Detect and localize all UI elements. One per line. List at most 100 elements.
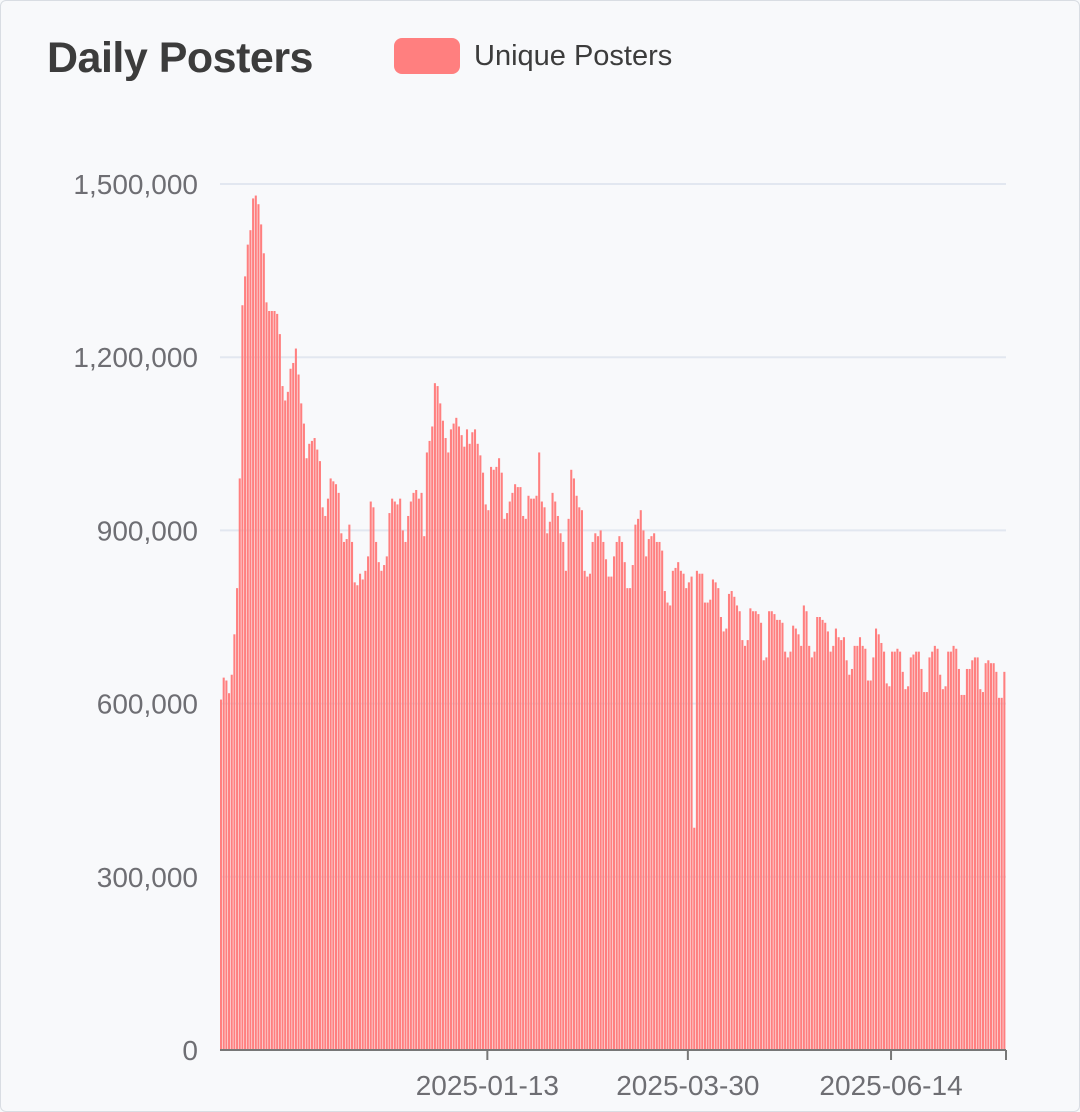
bar[interactable] bbox=[800, 645, 803, 1050]
bar[interactable] bbox=[417, 498, 420, 1050]
bar[interactable] bbox=[591, 541, 594, 1050]
bar[interactable] bbox=[1000, 697, 1003, 1050]
bar[interactable] bbox=[928, 657, 931, 1050]
bar[interactable] bbox=[385, 556, 388, 1050]
bar[interactable] bbox=[848, 674, 851, 1050]
bar[interactable] bbox=[663, 591, 666, 1050]
bar[interactable] bbox=[220, 699, 223, 1050]
bar[interactable] bbox=[388, 513, 391, 1050]
bar[interactable] bbox=[540, 501, 543, 1050]
bar[interactable] bbox=[599, 530, 602, 1050]
bar[interactable] bbox=[252, 198, 255, 1050]
bar[interactable] bbox=[393, 501, 396, 1050]
bar[interactable] bbox=[300, 403, 303, 1050]
bar[interactable] bbox=[784, 651, 787, 1050]
bar[interactable] bbox=[399, 498, 402, 1050]
bar[interactable] bbox=[532, 498, 535, 1050]
bar[interactable] bbox=[773, 614, 776, 1050]
bar[interactable] bbox=[367, 556, 370, 1050]
bar[interactable] bbox=[602, 541, 605, 1050]
bar[interactable] bbox=[564, 570, 567, 1050]
bar[interactable] bbox=[695, 570, 698, 1050]
bar[interactable] bbox=[645, 556, 648, 1050]
bar[interactable] bbox=[596, 536, 600, 1050]
bar[interactable] bbox=[254, 195, 257, 1051]
bar[interactable] bbox=[519, 487, 522, 1051]
bar[interactable] bbox=[444, 438, 447, 1050]
bar[interactable] bbox=[639, 510, 642, 1050]
bar[interactable] bbox=[818, 617, 821, 1050]
bar[interactable] bbox=[733, 596, 736, 1050]
bar[interactable] bbox=[559, 533, 562, 1050]
bar[interactable] bbox=[222, 677, 225, 1050]
bar[interactable] bbox=[752, 611, 755, 1050]
bar[interactable] bbox=[495, 466, 498, 1050]
bar[interactable] bbox=[658, 541, 661, 1050]
bar[interactable] bbox=[246, 244, 249, 1050]
bar[interactable] bbox=[642, 530, 645, 1050]
bar[interactable] bbox=[329, 478, 332, 1050]
bar[interactable] bbox=[377, 562, 380, 1050]
bar[interactable] bbox=[912, 654, 915, 1050]
bar[interactable] bbox=[834, 628, 837, 1050]
bar[interactable] bbox=[893, 651, 896, 1050]
bar[interactable] bbox=[401, 530, 404, 1050]
bar[interactable] bbox=[765, 657, 768, 1050]
bar[interactable] bbox=[473, 429, 477, 1050]
bar[interactable] bbox=[931, 651, 934, 1050]
bar[interactable] bbox=[535, 495, 538, 1050]
bar[interactable] bbox=[570, 469, 573, 1050]
bar[interactable] bbox=[506, 513, 509, 1050]
bar[interactable] bbox=[845, 660, 848, 1050]
bar[interactable] bbox=[522, 515, 525, 1050]
bar[interactable] bbox=[369, 501, 372, 1050]
bar[interactable] bbox=[738, 611, 741, 1050]
bar[interactable] bbox=[436, 386, 439, 1050]
bar[interactable] bbox=[321, 507, 324, 1050]
bar[interactable] bbox=[939, 674, 942, 1050]
bar[interactable] bbox=[957, 668, 960, 1050]
bar[interactable] bbox=[578, 507, 581, 1050]
bar[interactable] bbox=[364, 570, 367, 1050]
bar[interactable] bbox=[735, 605, 739, 1050]
bar[interactable] bbox=[260, 224, 263, 1050]
bar[interactable] bbox=[297, 374, 300, 1050]
bar[interactable] bbox=[883, 651, 886, 1050]
bar[interactable] bbox=[487, 510, 490, 1050]
bar[interactable] bbox=[722, 631, 725, 1050]
bar[interactable] bbox=[514, 484, 517, 1051]
bar[interactable] bbox=[949, 651, 952, 1050]
bar[interactable] bbox=[997, 697, 1001, 1050]
bar[interactable] bbox=[629, 588, 632, 1050]
bar[interactable] bbox=[433, 383, 436, 1050]
bar[interactable] bbox=[583, 570, 586, 1050]
bar[interactable] bbox=[995, 671, 998, 1050]
bar[interactable] bbox=[270, 311, 273, 1050]
bar[interactable] bbox=[634, 524, 637, 1050]
bar[interactable] bbox=[551, 492, 554, 1050]
bar[interactable] bbox=[572, 478, 575, 1050]
bar[interactable] bbox=[463, 446, 466, 1050]
bar[interactable] bbox=[241, 305, 244, 1050]
bar[interactable] bbox=[880, 642, 883, 1050]
bar[interactable] bbox=[682, 573, 685, 1050]
bar[interactable] bbox=[345, 539, 348, 1050]
bar[interactable] bbox=[607, 576, 610, 1050]
bar[interactable] bbox=[631, 565, 634, 1050]
bar[interactable] bbox=[471, 432, 474, 1050]
bar[interactable] bbox=[407, 515, 410, 1050]
bar[interactable] bbox=[963, 694, 966, 1050]
bar[interactable] bbox=[278, 334, 281, 1050]
bar[interactable] bbox=[869, 680, 872, 1050]
bar[interactable] bbox=[655, 541, 658, 1050]
bar[interactable] bbox=[786, 657, 789, 1050]
bar[interactable] bbox=[503, 518, 506, 1050]
bar[interactable] bbox=[228, 693, 231, 1050]
bar[interactable] bbox=[690, 576, 693, 1050]
bar[interactable] bbox=[623, 562, 626, 1050]
bar[interactable] bbox=[465, 429, 469, 1050]
bar[interactable] bbox=[971, 660, 974, 1050]
bar[interactable] bbox=[548, 521, 551, 1050]
bar[interactable] bbox=[824, 622, 827, 1050]
bar[interactable] bbox=[244, 276, 247, 1050]
